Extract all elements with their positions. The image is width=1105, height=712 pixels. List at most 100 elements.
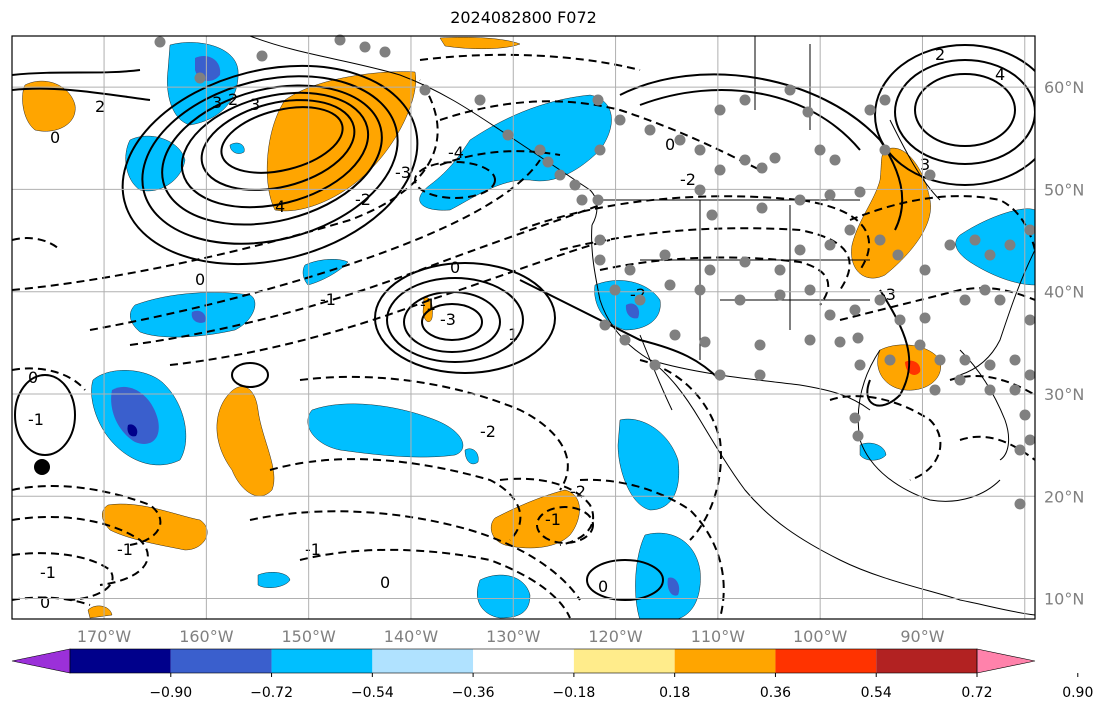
orange-region-subtropic-b xyxy=(102,503,208,551)
station-dot xyxy=(824,239,836,251)
contour-label: -3 xyxy=(395,163,411,182)
station-dot xyxy=(534,144,546,156)
contour-dashed-26 xyxy=(959,435,1035,461)
blue-region-bering-south xyxy=(125,135,186,192)
contour-high-gulf-5 xyxy=(200,99,356,191)
station-dot xyxy=(874,234,886,246)
marker-black-dot xyxy=(34,459,50,475)
contour-dashed-25 xyxy=(949,374,1035,396)
station-dot xyxy=(852,430,864,442)
station-dot xyxy=(754,369,766,381)
station-dot xyxy=(804,334,816,346)
station-dot xyxy=(634,294,646,306)
station-dot xyxy=(194,72,206,84)
station-dot xyxy=(594,144,606,156)
station-dot xyxy=(569,179,581,191)
coastline-florida xyxy=(959,349,1010,461)
contour-label: -1 xyxy=(305,540,321,559)
station-dot xyxy=(794,194,806,206)
colorbar-label: 0.90 xyxy=(1062,685,1093,701)
contour-label: -2 xyxy=(570,482,586,501)
station-dot xyxy=(554,169,566,181)
station-dot xyxy=(959,294,971,306)
contour-dashed-17 xyxy=(249,510,581,601)
blue-region-small-b xyxy=(257,572,291,588)
station-dot xyxy=(359,41,371,53)
contour-dashed-8 xyxy=(419,53,641,71)
orange-region-south-edge xyxy=(87,605,113,619)
station-dot xyxy=(619,334,631,346)
contour-high-gulf-3 xyxy=(161,84,383,226)
station-dot xyxy=(984,384,996,396)
contour-low-pacific-1 xyxy=(374,262,556,374)
contour-high-gulf-4 xyxy=(180,91,370,209)
contour-dashed-18 xyxy=(299,548,571,619)
contour-high-hudson-1 xyxy=(874,44,1035,186)
contour-solid-coast xyxy=(519,279,721,381)
blue-region-small-a xyxy=(302,259,349,286)
station-dot xyxy=(969,234,981,246)
map-frame xyxy=(11,35,1036,620)
station-dot xyxy=(644,124,656,136)
station-dot xyxy=(609,284,621,296)
colorbar-label: 0.54 xyxy=(861,685,892,701)
colorbar-segment xyxy=(170,649,272,673)
colorbar-segment xyxy=(573,649,675,673)
contour-dashed-21 xyxy=(639,359,722,541)
contour-label: -1 xyxy=(420,295,436,314)
mid-blue-region-pacific xyxy=(191,310,206,323)
station-dot xyxy=(879,144,891,156)
mid-blue-region-california xyxy=(625,303,640,319)
contour-label: 2 xyxy=(228,90,238,109)
blue-region-small-e xyxy=(229,142,245,154)
station-dot xyxy=(824,189,836,201)
contour-high-gulf-6 xyxy=(220,106,344,174)
darkest-blue-anomaly-regions xyxy=(127,424,138,437)
lat-tick-label: 30°N xyxy=(1044,385,1084,404)
contour-label: 0 xyxy=(450,258,460,277)
blue-region-northeast xyxy=(955,208,1035,286)
station-dot xyxy=(599,319,611,331)
colorbar-segment xyxy=(775,649,877,673)
station-dot xyxy=(592,94,604,106)
station-dot xyxy=(1014,498,1026,510)
contour-label: -1 xyxy=(40,563,56,582)
lat-tick-label: 10°N xyxy=(1044,590,1084,609)
station-dot xyxy=(154,36,166,48)
dark-blue-region-dateline xyxy=(127,424,138,437)
station-dot xyxy=(1009,354,1021,366)
contour-label: 0 xyxy=(665,135,675,154)
station-dot xyxy=(659,249,671,261)
contour-label: 0 xyxy=(50,128,60,147)
station-dot xyxy=(944,239,956,251)
lat-tick-label: 60°N xyxy=(1044,78,1084,97)
station-dot xyxy=(864,104,876,116)
contour-high-gulf-1 xyxy=(121,64,419,266)
contour-dashed-22 xyxy=(849,195,1035,251)
contour-label: -1 xyxy=(117,540,133,559)
contour-label: -3 xyxy=(440,310,456,329)
station-dot xyxy=(542,156,554,168)
station-dot xyxy=(1019,409,1031,421)
observation-dots xyxy=(154,34,1036,510)
border-mexico xyxy=(649,359,871,411)
lon-tick-label: 90°W xyxy=(900,627,944,646)
station-dot xyxy=(774,289,786,301)
station-dot xyxy=(739,256,751,268)
station-dot xyxy=(814,144,826,156)
lat-tick-label: 20°N xyxy=(1044,487,1084,506)
station-dot xyxy=(959,354,971,366)
contour-dashed-9 xyxy=(439,100,761,171)
lon-tick-label: 150°W xyxy=(281,627,336,646)
station-dot xyxy=(774,264,786,276)
contour-solid-west-a xyxy=(12,69,141,76)
lon-tick-label: 140°W xyxy=(384,627,439,646)
station-dot xyxy=(849,412,861,424)
blue-region-south xyxy=(477,574,531,619)
station-dot xyxy=(664,279,676,291)
station-dot xyxy=(919,264,931,276)
station-dot xyxy=(624,264,636,276)
contour-dashed-19 xyxy=(499,477,595,546)
coastline-baja xyxy=(639,334,673,411)
map-title: 2024082800 F072 xyxy=(450,8,597,27)
